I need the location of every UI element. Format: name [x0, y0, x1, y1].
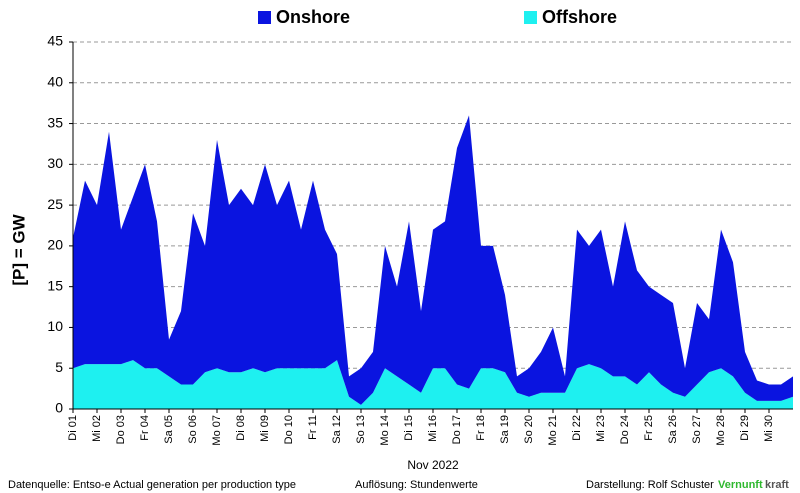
- area: [73, 360, 793, 409]
- footer-brand: kraft: [765, 479, 789, 491]
- footer-source: Datenquelle: Entso-e Actual generation p…: [8, 479, 296, 491]
- x-tick-label: Di 01: [67, 415, 79, 441]
- x-tick-label: Mi 02: [91, 415, 103, 442]
- legend-swatch: [258, 11, 271, 24]
- legend-label: Offshore: [542, 7, 617, 27]
- x-tick-label: So 20: [523, 415, 535, 444]
- x-tick-label: Sa 26: [667, 415, 679, 444]
- x-tick-label: Mi 30: [763, 415, 775, 442]
- y-tick-label: 40: [47, 73, 63, 89]
- x-tick-label: So 27: [691, 415, 703, 444]
- x-tick-label: Do 03: [115, 415, 127, 444]
- x-tick-label: Mo 07: [211, 415, 223, 446]
- x-tick-label: Mo 14: [379, 415, 391, 446]
- x-tick-label: Fr 04: [139, 415, 151, 441]
- y-tick-label: 45: [47, 33, 63, 49]
- footer-resolution: Auflösung: Stundenwerte: [355, 479, 478, 491]
- x-tick-label: Do 24: [619, 415, 631, 444]
- x-tick-label: Mi 16: [427, 415, 439, 442]
- x-tick-label: Sa 12: [331, 415, 343, 444]
- x-tick-label: Fr 18: [475, 415, 487, 441]
- y-tick-label: 0: [55, 400, 63, 416]
- y-tick-label: 10: [47, 318, 63, 334]
- footer-author: Darstellung: Rolf Schuster: [586, 479, 714, 491]
- footer-brand: Vernunft: [718, 479, 763, 491]
- y-tick-label: 20: [47, 237, 63, 253]
- x-tick-label: Mi 23: [595, 415, 607, 442]
- x-tick-label: Di 15: [403, 415, 415, 441]
- x-axis-label: Nov 2022: [407, 458, 459, 472]
- x-tick-label: Do 10: [283, 415, 295, 444]
- x-tick-label: Mi 09: [259, 415, 271, 442]
- x-tick-label: So 06: [187, 415, 199, 444]
- y-tick-label: 25: [47, 196, 63, 212]
- x-tick-label: Mo 28: [715, 415, 727, 446]
- x-tick-label: Do 17: [451, 415, 463, 444]
- y-axis-label: [P] = GW: [9, 213, 28, 285]
- y-tick-label: 30: [47, 155, 63, 171]
- x-tick-label: Fr 25: [643, 415, 655, 441]
- x-tick-label: Mo 21: [547, 415, 559, 446]
- x-tick-label: Di 22: [571, 415, 583, 441]
- y-tick-label: 5: [55, 359, 63, 375]
- x-tick-label: So 13: [355, 415, 367, 444]
- x-tick-label: Sa 05: [163, 415, 175, 444]
- x-tick-label: Sa 19: [499, 415, 511, 444]
- x-tick-label: Di 29: [739, 415, 751, 441]
- y-tick-label: 35: [47, 114, 63, 130]
- x-tick-label: Fr 11: [307, 415, 319, 440]
- x-tick-label: Di 08: [235, 415, 247, 441]
- area: [73, 115, 793, 405]
- legend-swatch: [524, 11, 537, 24]
- legend-label: Onshore: [276, 7, 350, 27]
- y-tick-label: 15: [47, 277, 63, 293]
